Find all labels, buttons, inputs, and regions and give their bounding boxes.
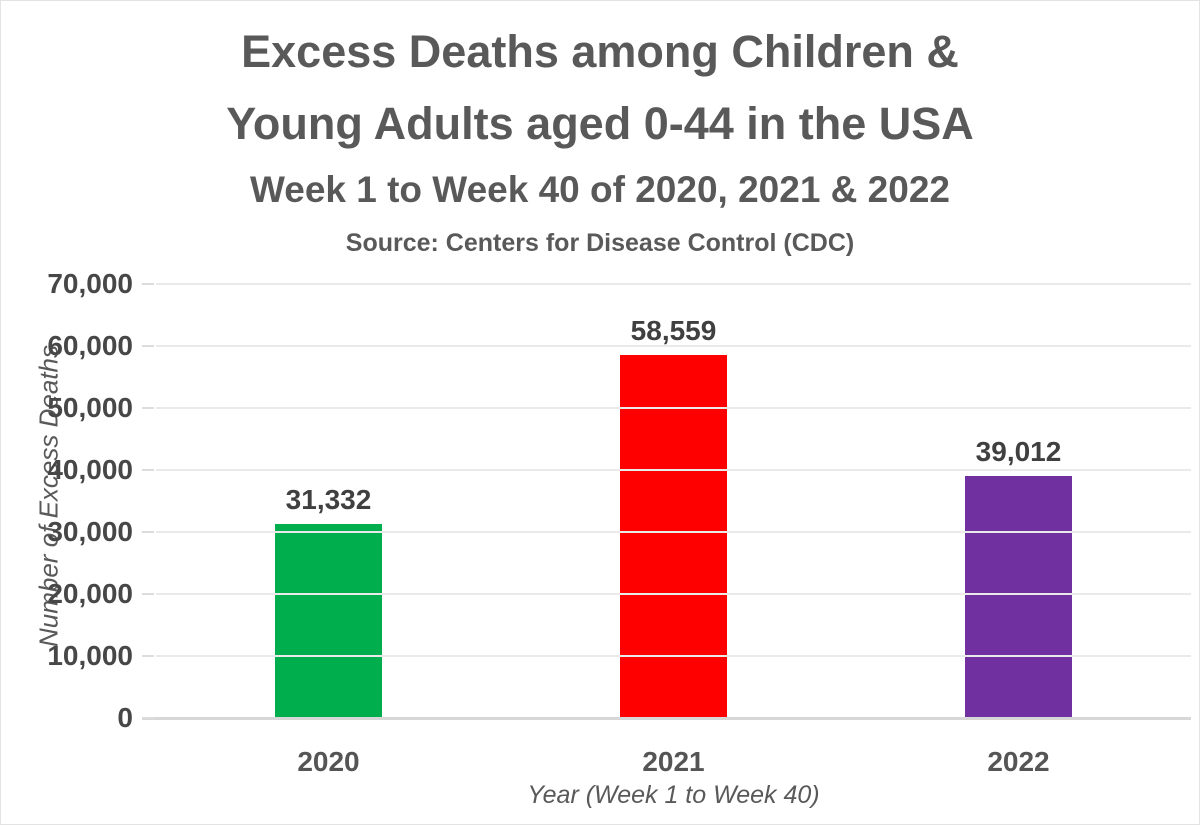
y-tick-label: 20,000 <box>47 578 133 609</box>
bar-group-2022: 39,012 <box>846 284 1191 718</box>
gridline <box>156 593 1191 595</box>
y-axis-tickmark <box>142 406 154 409</box>
gridline <box>156 283 1191 285</box>
bar-group-2020: 31,332 <box>156 284 501 718</box>
bar-2022 <box>965 476 1072 718</box>
x-axis-line <box>142 717 1191 720</box>
chart-source-note: Source: Centers for Disease Control (CDC… <box>345 229 855 257</box>
bar-value-label: 31,332 <box>285 483 372 515</box>
y-axis-tickmark <box>142 530 154 533</box>
y-tick-label: 10,000 <box>47 640 133 671</box>
x-tick-label-2020: 2020 <box>297 746 360 777</box>
chart-title-line-1: Excess Deaths among Children & <box>241 26 959 77</box>
y-axis-tickmark <box>142 593 154 595</box>
gridline <box>156 344 1191 347</box>
y-tick-label: 40,000 <box>47 454 133 485</box>
bars-container: 31,332 58,559 39,012 <box>156 284 1191 718</box>
y-axis-tickmark <box>142 344 154 347</box>
chart-title-line-2: Young Adults aged 0-44 in the USA <box>226 98 974 149</box>
chart-subtitle: Week 1 to Week 40 of 2020, 2021 & 2022 <box>249 169 950 210</box>
x-tick-label-2022: 2022 <box>987 746 1050 777</box>
y-tick-label: 30,000 <box>47 516 133 547</box>
y-tick-label: 50,000 <box>47 392 133 423</box>
y-axis-tickmark <box>142 469 154 471</box>
y-tick-label: 0 <box>117 702 133 733</box>
bar-value-label: 39,012 <box>975 436 1062 468</box>
plot-area: 31,332 58,559 39,012 <box>142 283 1191 720</box>
gridline <box>156 406 1191 409</box>
x-tick-label-2021: 2021 <box>642 746 705 777</box>
bar-2021 <box>620 354 727 718</box>
y-axis-tickmark <box>142 655 154 657</box>
gridline <box>156 655 1191 657</box>
bar-2020 <box>275 523 382 718</box>
bar-group-2021: 58,559 <box>501 284 846 718</box>
y-axis-tickmark <box>142 283 154 285</box>
bar-value-label: 58,559 <box>630 314 717 346</box>
x-axis-ticks: 2020 2021 2022 <box>156 746 1191 778</box>
y-axis-tickmark <box>142 717 154 719</box>
y-tick-label: 70,000 <box>47 268 133 299</box>
gridline <box>156 469 1191 471</box>
gridline <box>156 530 1191 533</box>
y-tick-label: 60,000 <box>47 330 133 361</box>
x-axis-title: Year (Week 1 to Week 40) <box>527 781 820 809</box>
